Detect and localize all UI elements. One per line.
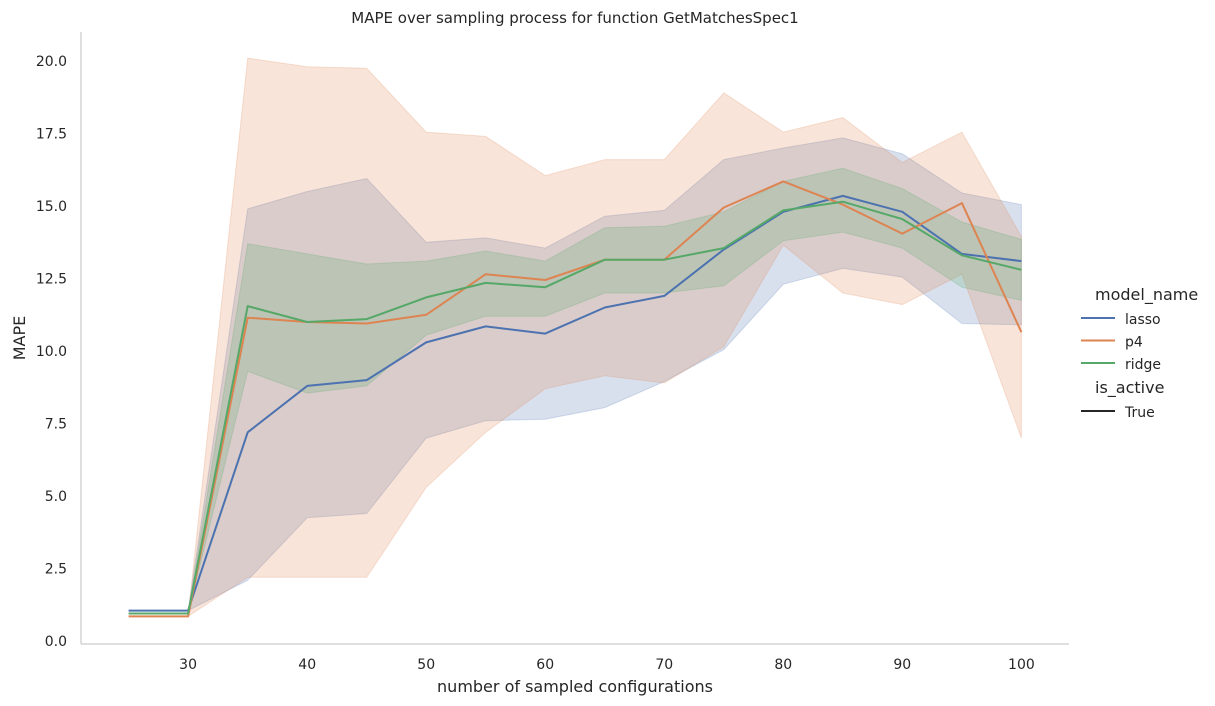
legend-entries: lasso p4 ridge — [1081, 312, 1161, 373]
series-lines — [128, 180, 1023, 618]
x-tick-label: 70 — [655, 657, 673, 673]
plot-area — [128, 57, 1023, 618]
band-lasso — [128, 137, 1022, 612]
y-axis-label: MAPE — [10, 316, 29, 361]
y-tick-label: 7.5 — [45, 417, 67, 433]
line-ridge — [128, 200, 1022, 615]
line-p4 — [128, 180, 1023, 618]
y-tick-label: 15.0 — [36, 199, 67, 215]
x-axis-label: number of sampled configurations — [437, 677, 713, 696]
x-tick-label: 60 — [536, 657, 554, 673]
y-tick-label: 10.0 — [36, 344, 67, 360]
y-tick-label: 17.5 — [36, 127, 67, 143]
band-p4 — [128, 57, 1022, 617]
y-tick-label: 12.5 — [36, 272, 67, 288]
x-tick-label: 40 — [298, 657, 316, 673]
chart-title: MAPE over sampling process for function … — [351, 9, 798, 27]
x-tick-label: 100 — [1008, 657, 1035, 673]
y-tick-labels: 0.0 2.5 5.0 7.5 10.0 12.5 15.0 17.5 20.0 — [36, 54, 67, 650]
legend-style-entry: True — [1124, 405, 1155, 421]
x-tick-label: 80 — [774, 657, 792, 673]
line-lasso — [128, 194, 1022, 612]
x-tick-labels: 30 40 50 60 70 80 90 100 — [179, 657, 1035, 673]
legend-hue-title: model_name — [1095, 285, 1198, 305]
legend-style-title: is_active — [1095, 378, 1164, 398]
legend-label-ridge: ridge — [1125, 357, 1161, 373]
x-tick-label: 90 — [893, 657, 911, 673]
y-tick-label: 5.0 — [45, 489, 67, 505]
legend-label-lasso: lasso — [1125, 312, 1161, 328]
y-tick-label: 0.0 — [45, 634, 67, 650]
confidence-bands — [128, 57, 1022, 617]
x-tick-label: 50 — [417, 657, 435, 673]
y-tick-label: 2.5 — [45, 562, 67, 578]
legend: model_name lasso p4 ridge is_active True — [1081, 285, 1198, 421]
band-ridge — [128, 167, 1022, 614]
y-tick-label: 20.0 — [36, 54, 67, 70]
legend-label-p4: p4 — [1125, 335, 1143, 351]
x-tick-label: 30 — [179, 657, 197, 673]
